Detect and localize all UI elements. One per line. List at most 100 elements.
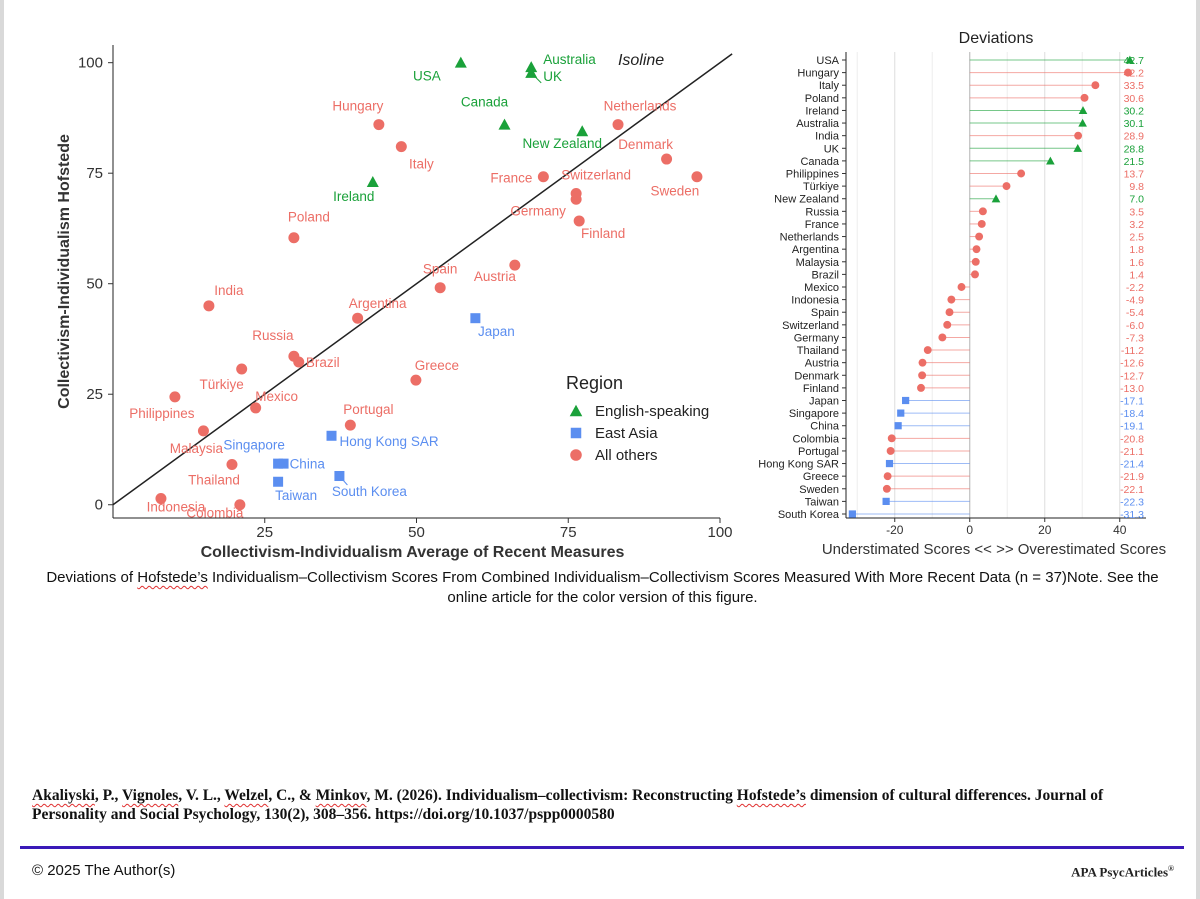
point-canada [498, 118, 511, 130]
dot-finland [917, 383, 925, 392]
brand-logo: APA PsycArticles® [1071, 864, 1174, 880]
value-label-australia: 30.1 [1124, 118, 1145, 130]
row-label-australia: Australia [796, 118, 840, 130]
citation-sep-1: , P., [94, 787, 123, 804]
point-colombia [234, 499, 246, 511]
dot-france [977, 219, 986, 228]
point-malaysia [197, 425, 209, 437]
row-label-new-zealand: New Zealand [774, 194, 839, 206]
value-label-netherlands: 2.5 [1129, 232, 1144, 244]
dot-philippines [1017, 169, 1026, 178]
row-label-ireland: Ireland [805, 105, 839, 117]
value-label-argentina: 1.8 [1129, 244, 1144, 256]
value-label-usa: 42.7 [1124, 55, 1145, 67]
dot-turkiye [1002, 182, 1011, 191]
y-tick-label: 75 [86, 165, 103, 182]
point-label-philippines: Philippines [129, 406, 195, 421]
row-label-hong-kong-sar: Hong Kong SAR [758, 459, 839, 471]
leader-china [283, 463, 288, 468]
row-label-italy: Italy [819, 80, 840, 92]
dot-china [894, 422, 902, 430]
point-label-denmark: Denmark [618, 137, 673, 152]
x-tick-label: 40 [1113, 523, 1127, 537]
value-label-finland: -13.0 [1120, 383, 1144, 395]
dot-japan [902, 396, 910, 405]
value-label-hungary: 42.2 [1124, 68, 1145, 80]
dot-germany [938, 333, 947, 342]
dot-sweden [882, 484, 891, 493]
dot-argentina [972, 245, 981, 254]
row-label-taiwan: Taiwan [805, 496, 839, 508]
value-label-sweden: -22.1 [1120, 484, 1144, 496]
copyright: © 2025 The Author(s) [32, 862, 176, 879]
leader-uk [530, 72, 542, 84]
point-label-taiwan: Taiwan [275, 488, 317, 503]
row-label-malaysia: Malaysia [796, 257, 840, 269]
point-label-japan: Japan [478, 324, 515, 339]
point-sweden [691, 171, 703, 183]
point-greece [410, 374, 422, 386]
row-label-greece: Greece [803, 471, 839, 483]
value-label-japan: -17.1 [1120, 396, 1144, 408]
point-label-south-korea: South Korea [332, 484, 408, 499]
caption-text-before: Deviations of [46, 569, 138, 586]
point-taiwan [273, 476, 284, 487]
point-label-colombia: Colombia [186, 506, 244, 521]
citation-flagged-word: Hofstede’s [736, 787, 806, 804]
row-label-germany: Germany [794, 332, 840, 344]
caption-flagged-word: Hofstede’s [137, 569, 208, 586]
citation-rest: dimension of cultural differences. Journ… [32, 787, 1104, 823]
point-label-turkiye: Türkiye [200, 377, 244, 392]
dot-greece [883, 472, 892, 481]
caption-text-after: Individualism–Collectivism Scores From C… [207, 569, 1159, 606]
value-label-switzerland: -6.0 [1126, 320, 1144, 332]
legend-label-english: English-speaking [595, 403, 709, 420]
dot-mexico [957, 283, 966, 291]
dot-thailand [923, 346, 932, 355]
point-label-new-zealand: New Zealand [522, 136, 602, 151]
point-ireland [366, 176, 379, 188]
dot-australia [1078, 118, 1087, 127]
dot-netherlands [975, 232, 984, 241]
row-label-denmark: Denmark [794, 370, 839, 382]
y-tick-label: 0 [95, 497, 103, 514]
footer-rule [20, 846, 1184, 849]
brand-name: APA PsycArticles [1071, 864, 1169, 880]
brand-mark: ® [1168, 864, 1174, 873]
citation-author-3: Welzel [224, 787, 269, 804]
row-label-singapore: Singapore [789, 408, 839, 420]
row-label-colombia: Colombia [793, 433, 840, 445]
deviations-chart: Deviations -20 0 20 40 Understimated Scores <… [758, 30, 1166, 558]
dot-canada [1046, 156, 1055, 165]
citation-author-1: Akaliyski [32, 787, 95, 804]
point-label-india: India [214, 283, 244, 298]
x-tick-label: 25 [256, 524, 273, 541]
row-label-brazil: Brazil [811, 269, 839, 281]
scatter-chart: 25 50 75 100 0 25 50 75 100 Collectivism-Individu… [56, 45, 733, 561]
point-label-italy: Italy [409, 157, 434, 172]
dot-spain [945, 308, 954, 317]
point-label-singapore: Singapore [223, 438, 285, 453]
value-label-ireland: 30.2 [1124, 105, 1145, 117]
value-label-mexico: -2.2 [1126, 282, 1144, 294]
dot-indonesia [947, 295, 956, 304]
dot-poland [1080, 93, 1089, 102]
dot-ireland [1078, 106, 1088, 115]
value-label-uk: 28.8 [1124, 143, 1145, 155]
row-label-hungary: Hungary [797, 68, 839, 80]
y-axis-title: Collectivism-Individualism Hofstede [56, 134, 73, 409]
point-label-canada: Canada [461, 95, 509, 110]
dot-usa [1125, 55, 1135, 64]
isoline [112, 53, 733, 506]
value-label-germany: -7.3 [1126, 332, 1144, 344]
point-label-thailand: Thailand [188, 473, 240, 488]
dot-portugal [886, 446, 895, 455]
point-label-greece: Greece [415, 358, 459, 373]
legend-marker-english [569, 404, 583, 417]
point-label-indonesia: Indonesia [147, 500, 206, 515]
row-label-austria: Austria [805, 358, 840, 370]
row-label-poland: Poland [805, 93, 839, 105]
point-hungary [373, 119, 385, 131]
dot-russia [978, 207, 987, 216]
citation-sep-4: , M. (2026). Individualism–collectivism:… [366, 787, 737, 804]
